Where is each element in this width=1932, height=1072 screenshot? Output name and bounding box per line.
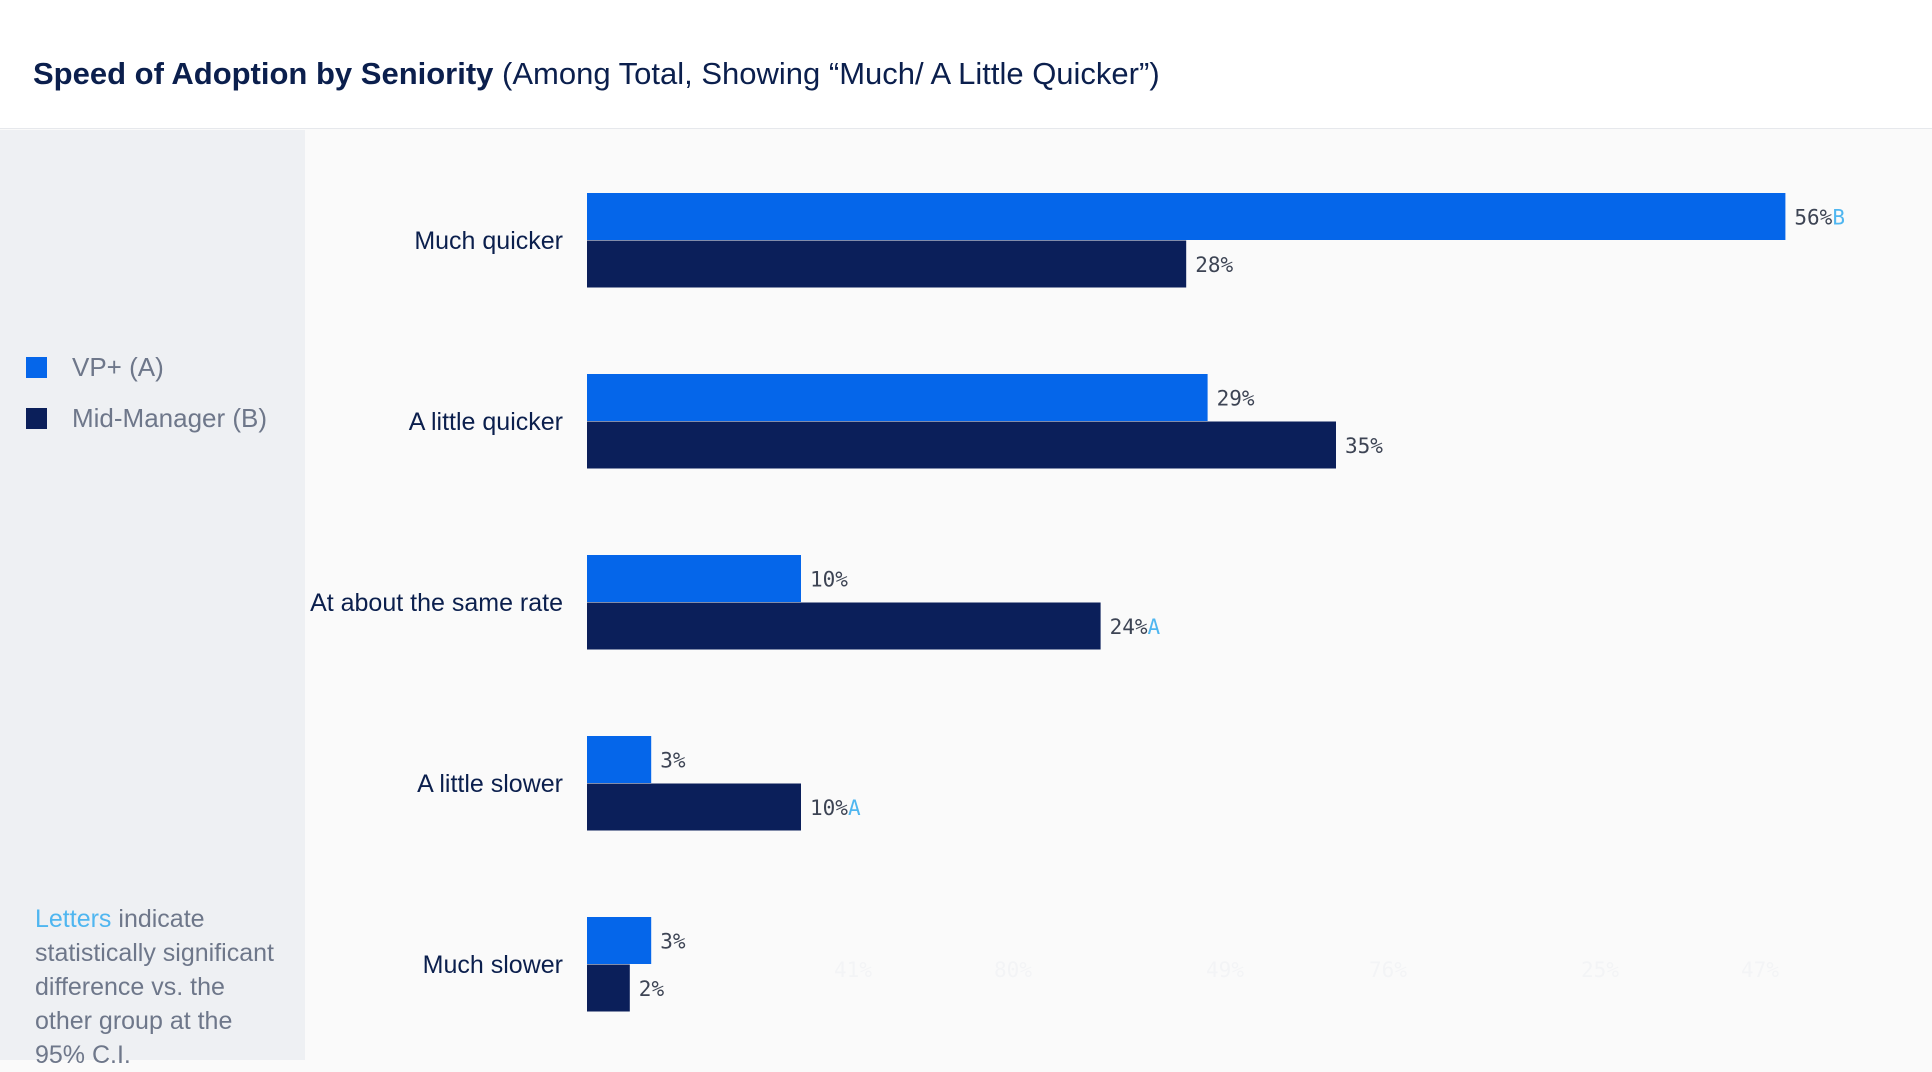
bar-group-4: Much slower 3% 2% (423, 917, 686, 1012)
faint-tick-label-4: 25% (1581, 958, 1619, 982)
value-label-2-1: 24%A (1110, 615, 1161, 639)
note-accent: Letters (35, 905, 112, 933)
legend-item-vp: VP+ (A) (26, 351, 164, 383)
value-label-0-0: 56%B (1794, 206, 1845, 230)
sig-letter-0-0: B (1832, 206, 1845, 230)
legend-label-mid-manager: Mid-Manager (B) (72, 402, 268, 433)
faint-tick-label-5: 47% (1741, 958, 1779, 982)
bar-group-0: Much quicker 56%B 28% (414, 193, 1845, 288)
bar-3-1 (587, 783, 801, 831)
value-label-4-0: 3% (660, 930, 686, 954)
legend-item-mid-manager: Mid-Manager (B) (26, 402, 267, 434)
bar-chart: 41% 80% 49% 76% 25% 47% Much quicker 56%B 28% A l… (310, 193, 1845, 1012)
value-label-0-1: 28% (1195, 253, 1233, 277)
value-label-3-0: 3% (660, 749, 686, 773)
category-label-0: Much quicker (414, 227, 563, 255)
category-label-3: A little slower (417, 770, 563, 798)
legend-swatch-vp (26, 356, 47, 378)
bar-group-3: A little slower 3% 10%A (417, 736, 861, 831)
faint-tick-label-1: 80% (994, 958, 1032, 982)
chart-area: 41% 80% 49% 76% 25% 47% Much quicker 56%B 28% A l… (305, 130, 1932, 1060)
value-label-2-0: 10% (810, 568, 848, 592)
bar-2-1 (587, 602, 1101, 650)
bar-0-1 (587, 240, 1187, 288)
faint-tick-label-3: 76% (1369, 958, 1407, 982)
bar-3-0 (587, 736, 652, 783)
bar-group-2: At about the same rate 10% 24%A (310, 555, 1161, 650)
sig-letter-3-1: A (848, 796, 861, 820)
bar-1-0 (587, 374, 1208, 421)
title-subtitle: (Among Total, Showing “Much/ A Little Qu… (502, 56, 1160, 91)
bar-1-1 (587, 421, 1336, 469)
category-label-4: Much slower (423, 951, 563, 979)
significance-note: Letters indicate statistically significa… (35, 902, 285, 1072)
legend-label-vp: VP+ (A) (72, 351, 164, 382)
bar-group-1: A little quicker 29% 35% (409, 374, 1383, 469)
sidebar: VP+ (A) Mid-Manager (B) Letters indicate… (0, 130, 305, 1069)
value-label-4-1: 2% (639, 977, 665, 1001)
bar-4-0 (587, 917, 652, 964)
bar-2-0 (587, 555, 801, 602)
bar-4-1 (587, 964, 630, 1012)
title-bold: Speed of Adoption by Seniority (33, 56, 494, 91)
legend-swatch-mid-manager (26, 407, 47, 429)
category-label-1: A little quicker (409, 408, 563, 436)
value-label-1-0: 29% (1217, 387, 1255, 411)
page-title: Speed of Adoption by Seniority (Among To… (33, 52, 1160, 96)
category-label-2: At about the same rate (310, 589, 563, 617)
bar-0-0 (587, 193, 1786, 240)
sig-letter-2-1: A (1148, 615, 1161, 639)
value-label-3-1: 10%A (810, 796, 861, 820)
header: Speed of Adoption by Seniority (Among To… (0, 0, 1932, 129)
faint-tick-label-0: 41% (834, 958, 872, 982)
value-label-1-1: 35% (1345, 434, 1383, 458)
faint-tick-label-2: 49% (1206, 958, 1244, 982)
